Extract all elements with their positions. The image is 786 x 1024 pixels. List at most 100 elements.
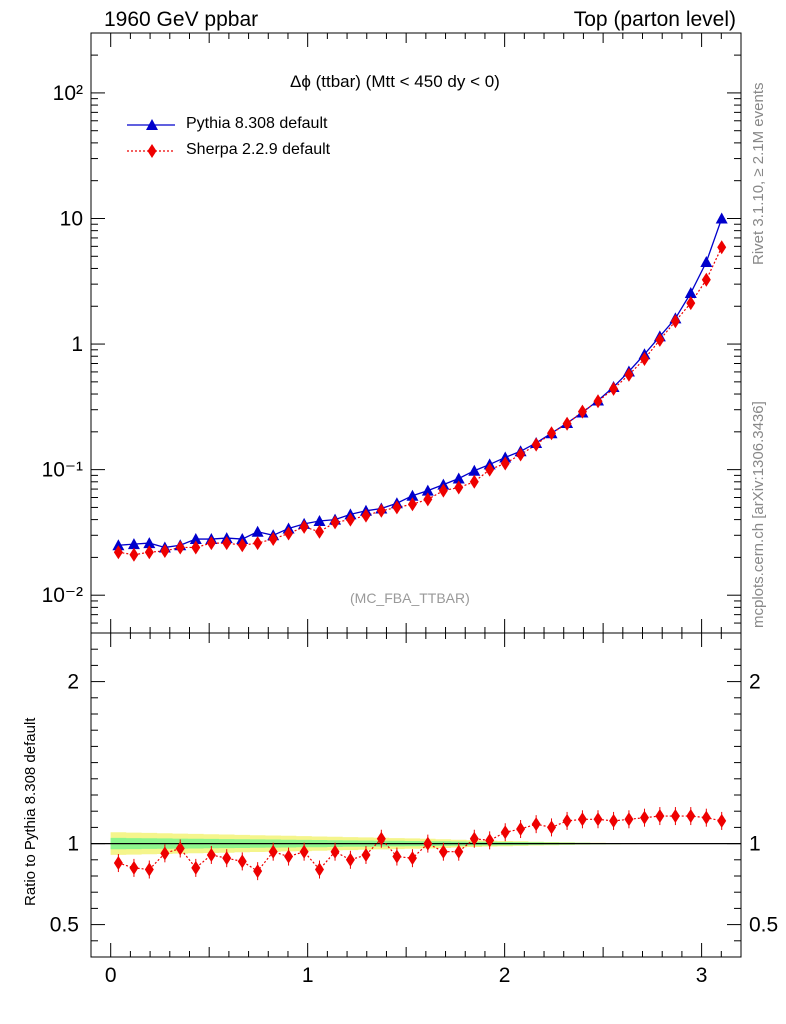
- data-point-sherpa: [160, 543, 170, 558]
- data-point-sherpa: [175, 540, 185, 555]
- x-tick-label: 2: [499, 964, 511, 987]
- legend-label-pythia: Pythia 8.308 default: [186, 115, 328, 132]
- data-point-sherpa: [717, 240, 727, 255]
- x-tick-label: 1: [302, 964, 314, 987]
- data-point-sherpa: [670, 314, 680, 329]
- data-point-sherpa: [701, 272, 711, 287]
- data-point-pythia: [143, 537, 156, 549]
- x-tick-label: 3: [696, 964, 708, 987]
- data-point-pythia: [313, 514, 326, 526]
- data-point-sherpa: [469, 474, 479, 489]
- ratio-point-sherpa: [531, 817, 541, 832]
- data-point-sherpa: [423, 492, 433, 507]
- ratio-point-sherpa: [655, 809, 665, 824]
- legend-marker-sherpa: [147, 144, 157, 158]
- ratio-point-sherpa: [438, 844, 448, 859]
- ratio-point-sherpa: [144, 862, 154, 877]
- y-tick-label: 10: [60, 207, 83, 230]
- ratio-y-tick-label-right: 1: [749, 833, 761, 856]
- ratio-point-sherpa: [191, 860, 201, 875]
- y-tick-label: 10⁻¹: [42, 459, 83, 482]
- ratio-point-sherpa: [454, 844, 464, 859]
- ratio-y-tick-label-right: 0.5: [749, 914, 778, 937]
- ratio-panel-frame: [90, 632, 742, 958]
- ratio-point-sherpa: [670, 809, 680, 824]
- data-point-sherpa: [438, 483, 448, 498]
- data-point-pythia: [251, 525, 264, 537]
- data-point-sherpa: [314, 524, 324, 539]
- data-point-sherpa: [531, 437, 541, 452]
- data-point-pythia: [684, 287, 697, 299]
- ratio-point-sherpa: [686, 809, 696, 824]
- ratio-point-sherpa: [361, 847, 371, 862]
- ratio-point-sherpa: [376, 831, 386, 846]
- legend-label-sherpa: Sherpa 2.2.9 default: [186, 141, 331, 158]
- ratio-point-sherpa: [547, 820, 557, 835]
- ratio-point-sherpa: [701, 810, 711, 825]
- header-left-title: 1960 GeV ppbar: [104, 8, 259, 31]
- series-line-sherpa: [118, 247, 723, 556]
- ratio-y-tick-label-left: 0.5: [50, 914, 79, 937]
- data-point-sherpa: [206, 536, 216, 551]
- ratio-point-sherpa: [423, 836, 433, 851]
- analysis-watermark: (MC_FBA_TTBAR): [350, 590, 470, 606]
- data-point-pythia: [406, 489, 419, 501]
- ratio-point-sherpa: [577, 812, 587, 827]
- ratio-point-sherpa: [639, 810, 649, 825]
- ratio-point-sherpa: [222, 851, 232, 866]
- legend-marker-pythia: [146, 119, 158, 130]
- ratio-y-tick-label-left: 2: [67, 671, 79, 694]
- ratio-point-sherpa: [609, 813, 619, 828]
- ratio-y-tick-label-right: 2: [749, 671, 761, 694]
- ratio-point-sherpa: [160, 846, 170, 861]
- data-point-sherpa: [376, 503, 386, 518]
- header-right-title: Top (parton level): [573, 8, 736, 31]
- y-tick-label: 10⁻²: [42, 584, 83, 607]
- ratio-point-sherpa: [469, 831, 479, 846]
- ratio-point-sherpa: [314, 862, 324, 877]
- data-point-sherpa: [345, 512, 355, 527]
- data-point-sherpa: [222, 536, 232, 551]
- ratio-point-sherpa: [485, 833, 495, 848]
- data-point-pythia: [715, 212, 728, 224]
- data-point-sherpa: [191, 540, 201, 555]
- y-tick-label: 10²: [53, 82, 83, 105]
- data-point-sherpa: [268, 532, 278, 547]
- data-point-sherpa: [686, 296, 696, 311]
- data-point-sherpa: [485, 462, 495, 477]
- data-point-sherpa: [577, 404, 587, 419]
- ratio-point-sherpa: [717, 813, 727, 828]
- ratio-point-sherpa: [392, 849, 402, 864]
- ratio-point-sherpa: [175, 841, 185, 856]
- ratio-point-sherpa: [299, 844, 309, 859]
- data-point-sherpa: [593, 394, 603, 409]
- data-point-sherpa: [516, 447, 526, 462]
- axis-ticks: [91, 32, 741, 958]
- ratio-point-sherpa: [113, 856, 123, 871]
- plot-title: Δϕ (ttbar) (Mtt < 450 dy < 0): [290, 72, 500, 91]
- ratio-point-sherpa: [284, 849, 294, 864]
- data-point-pythia: [127, 538, 140, 550]
- ratio-point-sherpa: [237, 854, 247, 869]
- data-point-sherpa: [330, 515, 340, 530]
- data-point-sherpa: [500, 456, 510, 471]
- data-point-sherpa: [609, 381, 619, 396]
- series-line-pythia: [118, 218, 723, 549]
- ratio-point-sherpa: [562, 813, 572, 828]
- data-point-sherpa: [253, 536, 263, 551]
- series-layer: [112, 212, 728, 881]
- data-point-pythia: [700, 256, 713, 268]
- ratio-point-sherpa: [268, 844, 278, 859]
- data-point-sherpa: [639, 352, 649, 367]
- data-point-pythia: [468, 464, 481, 476]
- data-point-sherpa: [407, 497, 417, 512]
- rivet-info-text: Rivet 3.1.10, ≥ 2.1M events: [750, 82, 767, 266]
- ratio-point-sherpa: [345, 852, 355, 867]
- data-point-sherpa: [547, 426, 557, 441]
- data-point-sherpa: [392, 500, 402, 515]
- ratio-point-sherpa: [500, 825, 510, 840]
- data-point-sherpa: [655, 332, 665, 347]
- data-point-sherpa: [299, 519, 309, 534]
- ratio-point-sherpa: [624, 812, 634, 827]
